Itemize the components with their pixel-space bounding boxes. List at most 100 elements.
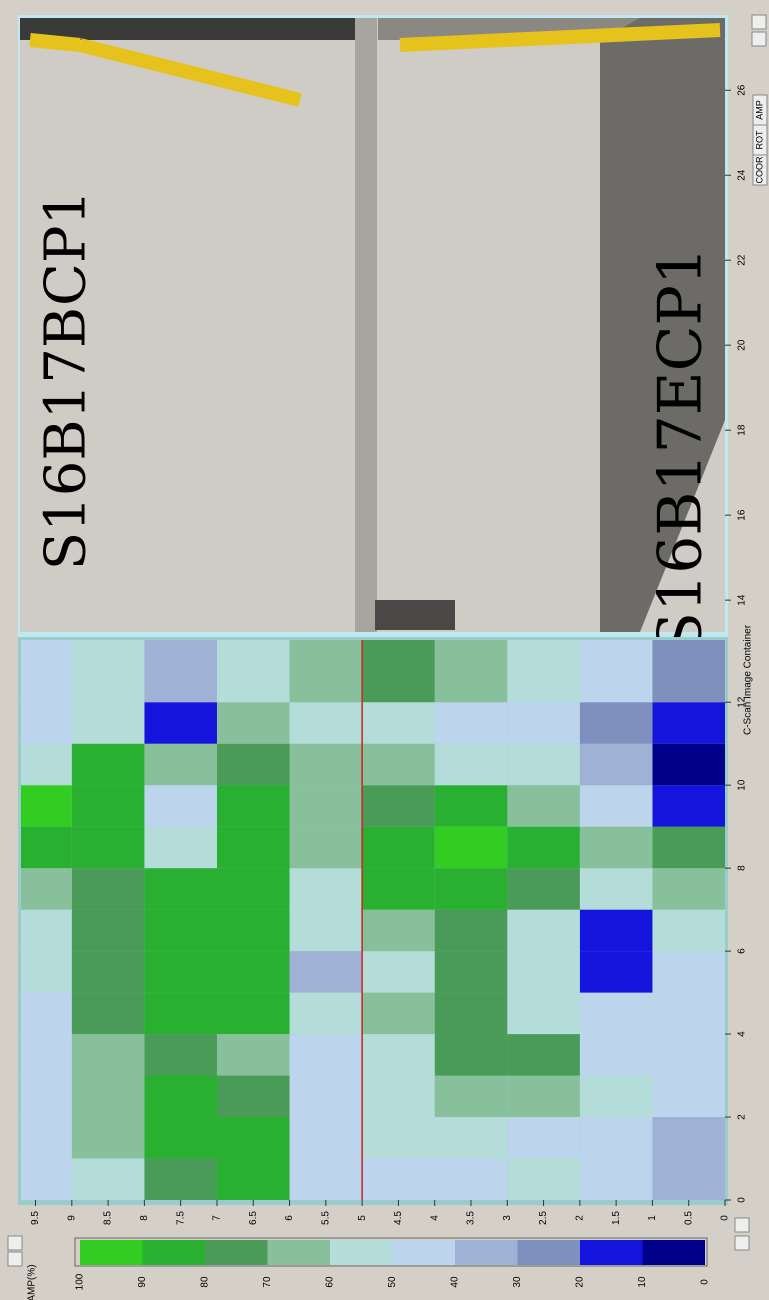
photo-tick-label: 18	[737, 424, 748, 436]
legend-swatch	[142, 1240, 205, 1265]
heatmap-cell	[71, 640, 145, 703]
heatmap-cell	[21, 785, 72, 827]
legend-tick-label: 100	[75, 1273, 86, 1290]
heatmap-cell	[652, 826, 725, 869]
y-tick-label: 4.5	[393, 1211, 404, 1225]
legend-tick-label: 70	[262, 1276, 273, 1288]
heatmap-cell	[579, 1117, 653, 1159]
heatmap-cell	[21, 1117, 72, 1159]
legend-tick-label: 60	[325, 1276, 336, 1288]
y-tick-label: 8	[139, 1215, 150, 1221]
legend-tick-label: 50	[387, 1276, 398, 1288]
heatmap-cell	[144, 826, 217, 869]
heatmap-cell	[434, 868, 508, 910]
y-tick-label: 0.5	[683, 1211, 694, 1225]
heatmap-cell	[21, 826, 72, 869]
heatmap-cell	[507, 992, 580, 1035]
heatmap-cell	[71, 868, 145, 910]
heatmap-cell	[71, 1034, 145, 1076]
legend-swatch	[392, 1240, 455, 1265]
heatmap-cell	[362, 702, 435, 744]
heatmap-cell	[434, 785, 508, 827]
y-tick-label: 9.5	[30, 1211, 41, 1225]
heatmap-cell	[144, 1158, 217, 1200]
button[interactable]	[751, 14, 767, 30]
legend-swatch	[205, 1240, 268, 1265]
heatmap-cell	[362, 743, 435, 786]
y-tick-label: 2.5	[538, 1211, 549, 1225]
heatmap-cell	[21, 640, 72, 703]
button[interactable]	[7, 1251, 23, 1267]
photo-label: S16B17BCP1	[34, 190, 99, 570]
heatmap-cell	[216, 1034, 290, 1076]
heatmap-cell	[362, 1075, 435, 1118]
heatmap-cell	[289, 1117, 363, 1159]
heatmap-cell	[362, 1034, 435, 1076]
heatmap-cell	[652, 702, 725, 744]
heatmap-cell	[216, 826, 290, 869]
heatmap-cell	[21, 868, 72, 910]
heatmap-cell	[289, 785, 363, 827]
heatmap-cell	[21, 1158, 72, 1200]
legend-swatch	[267, 1240, 330, 1265]
heatmap-cell	[362, 951, 435, 993]
heatmap-cell	[362, 868, 435, 910]
y-tick-label: 0	[720, 1215, 731, 1221]
heatmap-cell	[507, 1034, 580, 1076]
heatmap-cell	[507, 826, 580, 869]
legend-tick-label: 90	[137, 1276, 148, 1288]
legend-swatch	[517, 1240, 580, 1265]
heatmap-cell	[144, 909, 217, 952]
x-tick-label: 8	[737, 865, 748, 871]
heatmap-cell	[71, 1075, 145, 1118]
toolbar-button[interactable]	[752, 154, 768, 186]
heatmap-cell	[289, 1075, 363, 1118]
y-tick-label: 9	[66, 1215, 77, 1221]
photo-label: S16B17ECP1	[646, 247, 716, 653]
y-tick-label: 7.5	[175, 1211, 186, 1225]
heatmap-cell	[652, 785, 725, 827]
x-tick-label: 0	[737, 1197, 748, 1203]
heatmap-cell	[289, 868, 363, 910]
y-tick-label: 3	[502, 1215, 513, 1221]
heatmap-cell	[289, 909, 363, 952]
heatmap-cell	[71, 1158, 145, 1200]
heatmap-cell	[144, 992, 217, 1035]
legend-tick-label: 30	[512, 1276, 523, 1288]
heatmap-cell	[434, 1034, 508, 1076]
button[interactable]	[7, 1235, 23, 1251]
heatmap-cell	[216, 785, 290, 827]
heatmap-cell	[144, 1075, 217, 1118]
tape	[78, 38, 302, 107]
heatmap-cell	[507, 951, 580, 993]
legend-tick-label: 80	[200, 1276, 211, 1288]
toolbar-button-label: ROT	[754, 130, 764, 150]
heatmap-cell	[652, 1158, 725, 1200]
heatmap-cell	[144, 702, 217, 744]
heatmap-cell	[507, 1158, 580, 1200]
y-tick-label: 6	[284, 1215, 295, 1221]
heatmap-cell	[507, 702, 580, 744]
heatmap-cell	[71, 992, 145, 1035]
heatmap-cell	[21, 1034, 72, 1076]
heatmap-cell	[216, 992, 290, 1035]
heatmap-cell	[579, 1075, 653, 1118]
heatmap-cell	[144, 785, 217, 827]
heatmap-cell	[579, 909, 653, 952]
heatmap-cell	[579, 640, 653, 703]
button[interactable]	[734, 1217, 750, 1233]
photo-corner	[355, 18, 377, 632]
heatmap-cell	[144, 743, 217, 786]
heatmap-cell	[652, 951, 725, 993]
legend-swatch	[330, 1240, 393, 1265]
heatmap-cell	[21, 702, 72, 744]
heatmap-cell	[362, 1158, 435, 1200]
y-tick-label: 7	[212, 1215, 223, 1221]
container-title: C-Scan Image Container	[743, 624, 754, 735]
toolbar-button-label: AMP	[754, 100, 764, 120]
button[interactable]	[751, 31, 767, 47]
y-tick-label: 1.5	[611, 1211, 622, 1225]
button[interactable]	[734, 1235, 750, 1251]
heatmap-cell	[652, 1075, 725, 1118]
